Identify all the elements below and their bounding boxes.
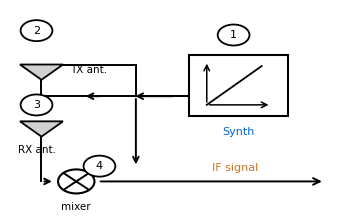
Text: RX ant.: RX ant. — [18, 145, 56, 155]
Text: 4: 4 — [96, 161, 103, 171]
Circle shape — [83, 156, 115, 177]
Circle shape — [58, 169, 95, 193]
Bar — [189, 55, 288, 116]
Polygon shape — [20, 121, 63, 137]
Text: TX ant.: TX ant. — [70, 65, 107, 75]
Text: 2: 2 — [33, 26, 40, 36]
Text: 3: 3 — [33, 100, 40, 110]
Circle shape — [21, 95, 52, 116]
Polygon shape — [20, 64, 63, 80]
Text: Synth: Synth — [222, 127, 255, 137]
Text: IF signal: IF signal — [212, 163, 258, 173]
Text: 1: 1 — [230, 30, 237, 40]
Circle shape — [218, 25, 249, 45]
Circle shape — [21, 20, 52, 41]
Text: mixer: mixer — [62, 202, 91, 212]
